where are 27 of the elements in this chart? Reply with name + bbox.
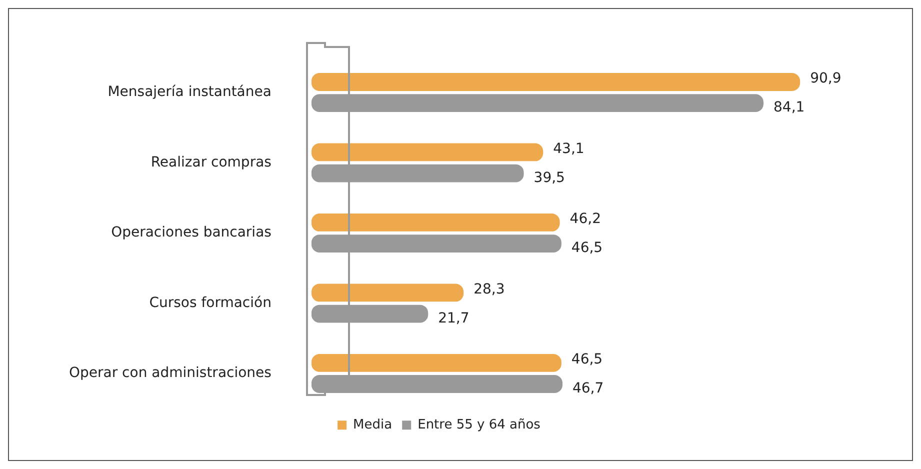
y-tick-label: Operar con administraciones [69, 365, 272, 382]
y-tick-label: Mensajería instantánea [108, 84, 272, 100]
data-label: 28,3 [474, 281, 505, 298]
y-tick-label: Operaciones bancarias [111, 224, 272, 241]
data-label: 43,1 [553, 140, 584, 157]
data-label: 39,5 [534, 170, 565, 186]
legend-label: Entre 55 y 64 años [418, 417, 541, 432]
bar [311, 284, 464, 302]
data-label: 84,1 [774, 100, 805, 116]
data-label: 46,7 [572, 380, 604, 397]
bar [311, 73, 800, 91]
bar [311, 234, 562, 252]
bar [311, 164, 524, 182]
y-tick-label: Realizar compras [150, 154, 272, 170]
bar [311, 304, 428, 323]
bar [311, 94, 764, 112]
bar [311, 375, 562, 393]
data-label: 21,7 [438, 310, 470, 326]
data-label: 46,5 [571, 352, 603, 368]
bar [311, 354, 562, 372]
data-label: 46,5 [571, 240, 603, 256]
data-label: 46,2 [570, 211, 601, 228]
bar [311, 143, 544, 162]
y-tick-label: Cursos formación [149, 294, 272, 311]
legend-label: Media [353, 417, 392, 432]
bar [311, 214, 560, 232]
data-label: 90,9 [810, 70, 842, 87]
